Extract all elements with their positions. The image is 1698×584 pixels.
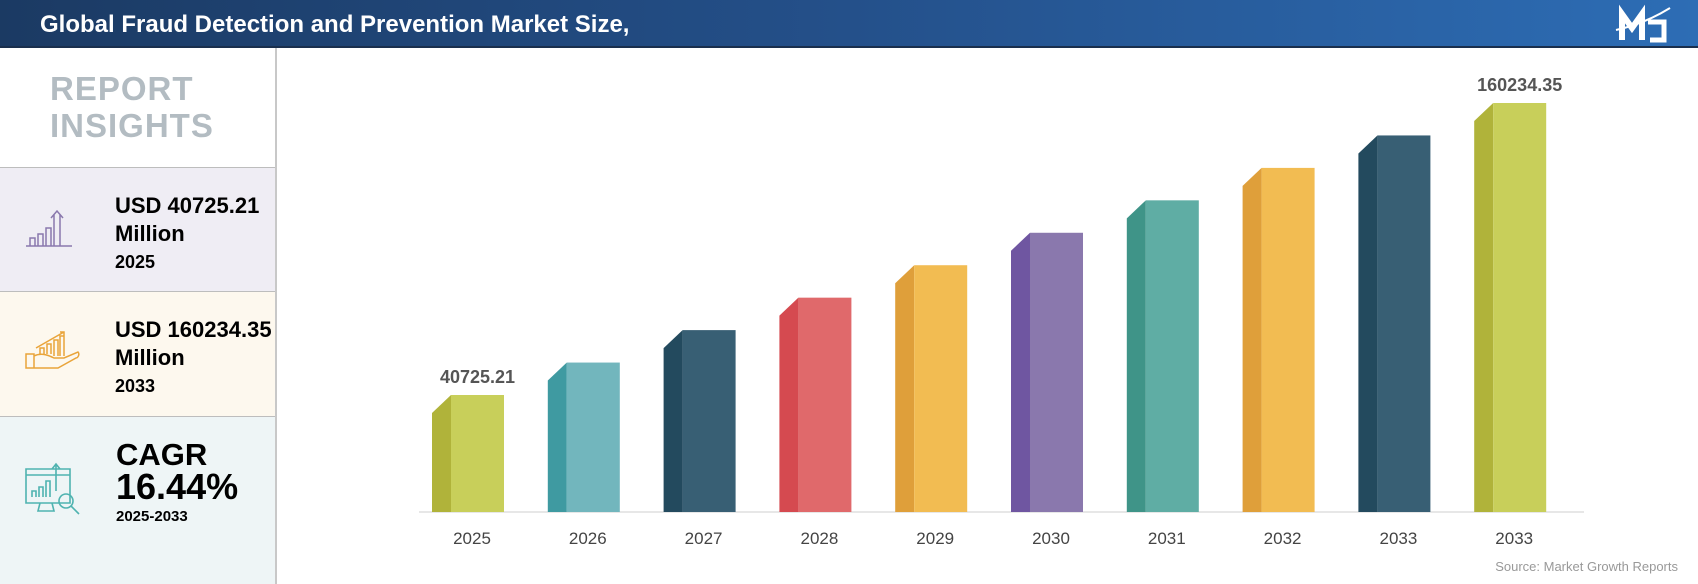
data-label: 160234.35: [1477, 75, 1562, 95]
bar-2025: [451, 395, 504, 512]
x-tick-label: 2025: [453, 529, 491, 548]
end-unit: Million: [115, 345, 185, 370]
mg-logo: [1615, 4, 1671, 43]
bar-side-2030: [1011, 232, 1030, 513]
data-label: 40725.21: [440, 367, 515, 387]
bar-2033: [1493, 103, 1547, 512]
bar-2026: [566, 362, 620, 512]
heading-line: REPORT: [50, 70, 194, 107]
bar-growth-icon: [26, 209, 72, 247]
x-tick-label: 2028: [800, 529, 838, 548]
bar-side-2033: [1474, 103, 1494, 512]
heading-line: INSIGHTS: [50, 107, 214, 144]
bar-2028: [798, 297, 852, 512]
x-tick-label: 2030: [1032, 529, 1070, 548]
cagr-card: CAGR 16.44% 2025-2033: [0, 417, 275, 584]
bar-side-2033: [1358, 135, 1378, 512]
bar-side-2028: [779, 297, 799, 512]
page-title: Global Fraud Detection and Prevention Ma…: [40, 11, 630, 38]
bar-side-2025: [432, 395, 451, 512]
x-tick-label: 2027: [685, 529, 723, 548]
bar-2030: [1030, 232, 1083, 513]
x-tick-label: 2032: [1264, 529, 1302, 548]
bar-2031: [1145, 200, 1199, 513]
monitor-analytics-icon: [25, 462, 80, 515]
x-tick-label: 2031: [1148, 529, 1186, 548]
bar-side-2027: [663, 330, 683, 512]
x-tick-label: 2026: [569, 529, 607, 548]
report-insights-heading: REPORT INSIGHTS: [50, 70, 214, 144]
cagr-label: CAGR: [116, 437, 208, 472]
x-tick-label: 2033: [1495, 529, 1533, 548]
market-size-bar-chart: 2025 40725.21 2026 2027 2028 2029 2030 2031 2032…: [419, 75, 1584, 548]
source-note: Source: Market Growth Reports: [1495, 559, 1678, 574]
x-tick-label: 2029: [916, 529, 954, 548]
cagr-period: 2025-2033: [116, 508, 188, 525]
bar-2029: [914, 265, 968, 512]
bar-side-2032: [1242, 167, 1262, 512]
bar-2033: [1377, 135, 1431, 512]
hand-chart-icon: [25, 331, 80, 369]
end-value: USD 160234.35: [115, 317, 272, 342]
header-bar: Global Fraud Detection and Prevention Ma…: [0, 0, 1698, 48]
start-year: 2025: [115, 252, 156, 272]
cagr-value: 16.44%: [116, 466, 239, 507]
insight-card-2025: USD 40725.21 Million 2025: [0, 168, 275, 292]
bar-side-2031: [1126, 200, 1146, 513]
bar-side-2029: [895, 265, 915, 512]
start-value: USD 40725.21: [115, 193, 260, 218]
x-tick-label: 2033: [1379, 529, 1417, 548]
report-insights-panel: REPORT INSIGHTS USD 40725.21 Million 202…: [0, 48, 277, 584]
bar-2032: [1261, 167, 1315, 512]
start-unit: Million: [115, 221, 185, 246]
bar-2027: [682, 330, 736, 512]
bar-side-2026: [547, 362, 567, 512]
insight-card-2033: USD 160234.35 Million 2033: [0, 292, 275, 417]
end-year: 2033: [115, 376, 156, 396]
